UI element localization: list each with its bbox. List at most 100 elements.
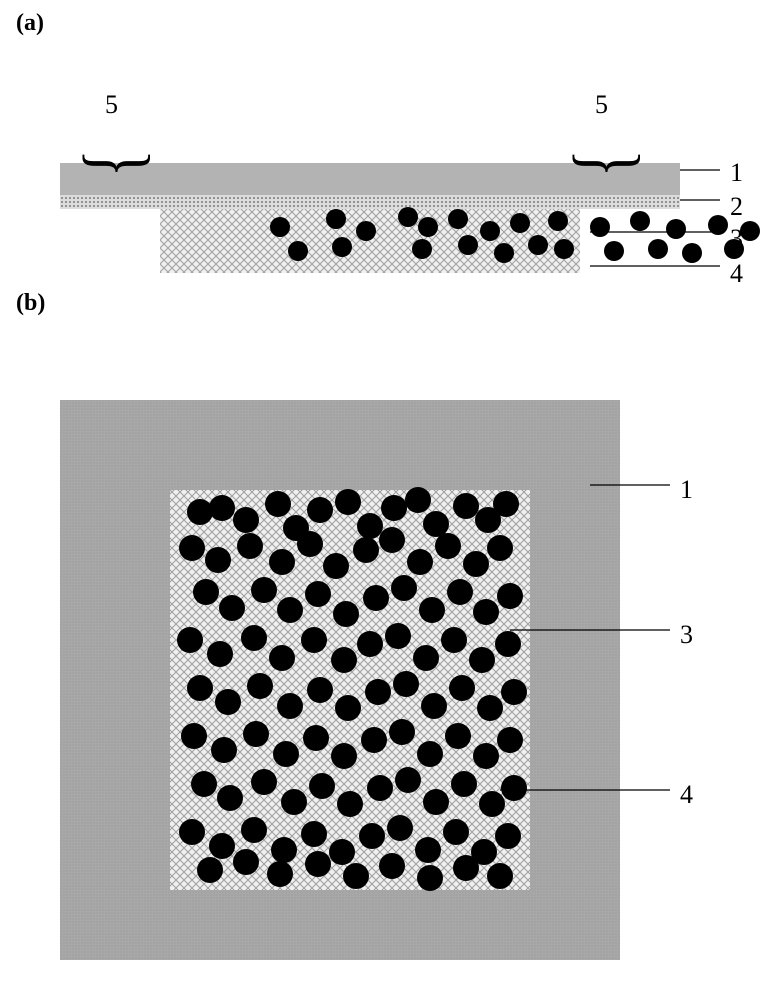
particle bbox=[309, 773, 335, 799]
particle bbox=[335, 695, 361, 721]
particle bbox=[323, 553, 349, 579]
label-b1: 1 bbox=[680, 475, 693, 505]
particle bbox=[187, 675, 213, 701]
particle bbox=[453, 855, 479, 881]
particle bbox=[343, 863, 369, 889]
particle bbox=[307, 677, 333, 703]
particle bbox=[423, 511, 449, 537]
particle bbox=[271, 837, 297, 863]
particle bbox=[473, 599, 499, 625]
particle bbox=[666, 219, 686, 239]
particle bbox=[453, 493, 479, 519]
particle bbox=[413, 645, 439, 671]
particle bbox=[480, 221, 500, 241]
particle bbox=[353, 537, 379, 563]
particle bbox=[487, 535, 513, 561]
particle bbox=[443, 819, 469, 845]
particle bbox=[207, 641, 233, 667]
particle bbox=[435, 533, 461, 559]
particle bbox=[205, 547, 231, 573]
particle bbox=[356, 221, 376, 241]
particle bbox=[415, 837, 441, 863]
particle bbox=[495, 631, 521, 657]
particle bbox=[197, 857, 223, 883]
particle bbox=[179, 535, 205, 561]
particle bbox=[648, 239, 668, 259]
particle bbox=[469, 647, 495, 673]
particle bbox=[307, 497, 333, 523]
particle bbox=[326, 209, 346, 229]
brace-icon: } bbox=[92, 149, 149, 177]
particle bbox=[495, 823, 521, 849]
particle bbox=[379, 527, 405, 553]
particle bbox=[301, 627, 327, 653]
particle bbox=[501, 679, 527, 705]
particle bbox=[241, 625, 267, 651]
particle bbox=[528, 235, 548, 255]
particle bbox=[477, 695, 503, 721]
particle bbox=[305, 851, 331, 877]
particle bbox=[357, 513, 383, 539]
particle bbox=[554, 239, 574, 259]
particle bbox=[331, 743, 357, 769]
particle bbox=[417, 865, 443, 891]
particle bbox=[449, 675, 475, 701]
particle bbox=[209, 833, 235, 859]
particle bbox=[237, 533, 263, 559]
particle bbox=[445, 723, 471, 749]
particle bbox=[385, 623, 411, 649]
particle bbox=[267, 861, 293, 887]
layer-2 bbox=[60, 195, 680, 209]
particle bbox=[451, 771, 477, 797]
particle bbox=[181, 723, 207, 749]
particle bbox=[458, 235, 478, 255]
particle bbox=[398, 207, 418, 227]
particle bbox=[407, 549, 433, 575]
particle bbox=[217, 785, 243, 811]
particle bbox=[219, 595, 245, 621]
particle bbox=[441, 627, 467, 653]
particle bbox=[269, 549, 295, 575]
particle bbox=[473, 743, 499, 769]
particle bbox=[494, 243, 514, 263]
particle bbox=[412, 239, 432, 259]
particle bbox=[487, 863, 513, 889]
particle bbox=[419, 597, 445, 623]
label-4: 4 bbox=[730, 259, 743, 289]
particle bbox=[391, 575, 417, 601]
particle bbox=[335, 489, 361, 515]
particle bbox=[548, 211, 568, 231]
particle bbox=[297, 531, 323, 557]
particle bbox=[463, 551, 489, 577]
particle bbox=[510, 213, 530, 233]
particle bbox=[337, 791, 363, 817]
particle bbox=[281, 789, 307, 815]
particle bbox=[682, 243, 702, 263]
particle bbox=[590, 217, 610, 237]
label-5-right: 5 bbox=[595, 90, 608, 120]
particle bbox=[448, 209, 468, 229]
particle bbox=[303, 725, 329, 751]
particle bbox=[367, 775, 393, 801]
particle bbox=[270, 217, 290, 237]
particle bbox=[191, 771, 217, 797]
particle bbox=[177, 627, 203, 653]
label-3: 3 bbox=[730, 224, 743, 254]
particle bbox=[265, 491, 291, 517]
particle bbox=[332, 237, 352, 257]
particle bbox=[241, 817, 267, 843]
particle bbox=[187, 499, 213, 525]
particle bbox=[211, 737, 237, 763]
particle bbox=[379, 853, 405, 879]
particle bbox=[273, 741, 299, 767]
particle bbox=[479, 791, 505, 817]
particle bbox=[277, 597, 303, 623]
particle bbox=[301, 821, 327, 847]
particle bbox=[389, 719, 415, 745]
particle bbox=[233, 849, 259, 875]
particle bbox=[269, 645, 295, 671]
figure-page: }}(a)(b)551234134 bbox=[0, 0, 778, 1000]
label-b: (b) bbox=[16, 290, 45, 317]
particle bbox=[501, 775, 527, 801]
particle bbox=[381, 495, 407, 521]
